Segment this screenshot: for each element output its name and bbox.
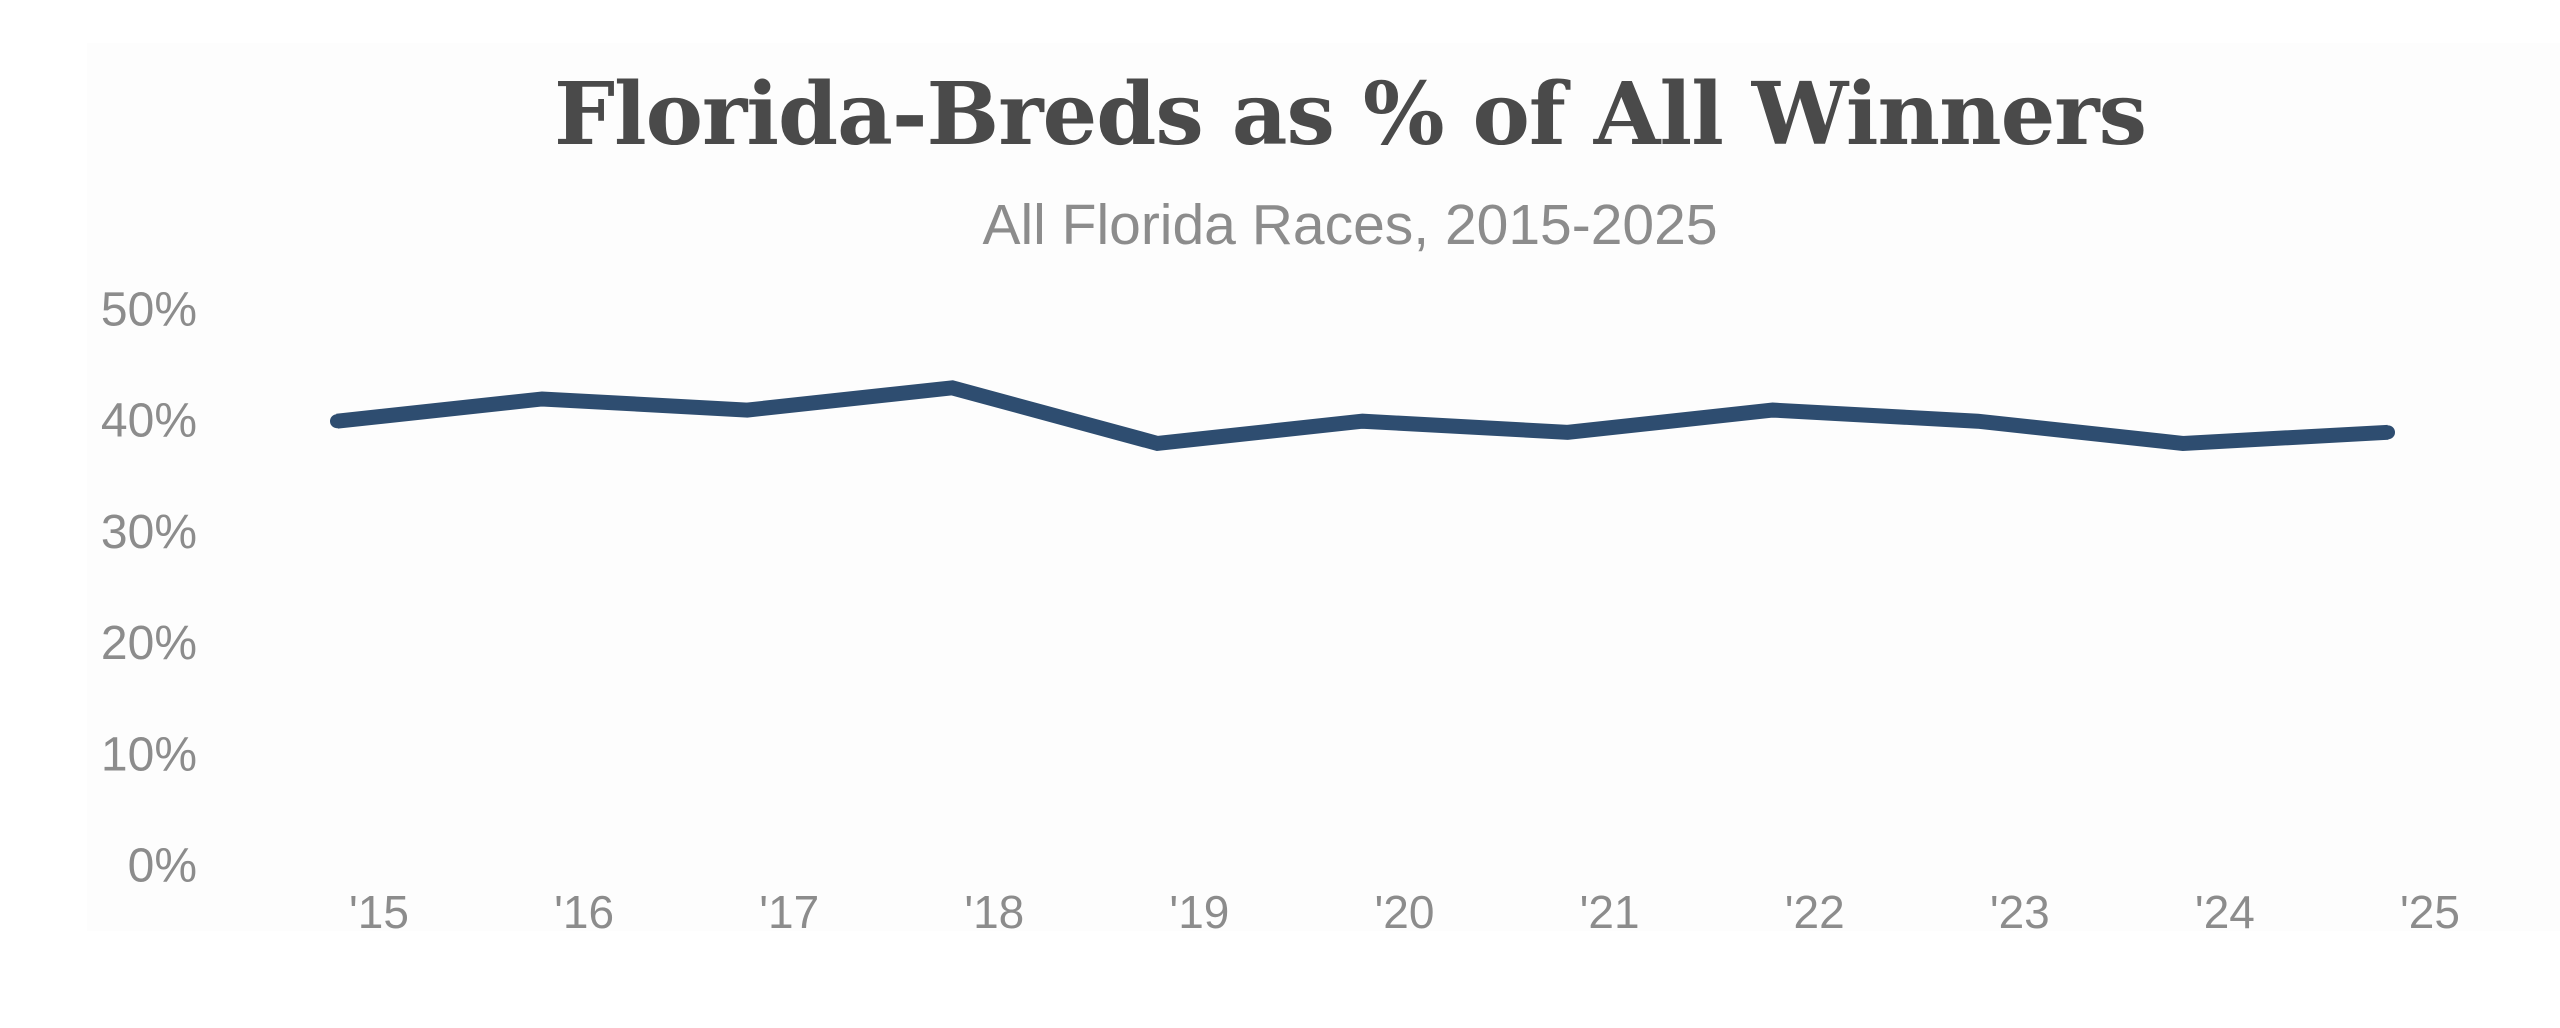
x-axis: '15 '16 '17 '18 '19 '20 '21 '22 '23 '24 '25	[349, 886, 2460, 938]
x-tick-label: '15	[349, 886, 409, 938]
x-tick-label: '25	[2400, 886, 2460, 938]
data-point	[945, 380, 960, 395]
data-point	[1355, 414, 1370, 429]
x-tick-label: '24	[2195, 886, 2255, 938]
data-point	[2175, 436, 2190, 451]
data-point	[535, 391, 550, 406]
y-tick-label: 30%	[101, 506, 197, 559]
x-tick-label: '20	[1375, 886, 1435, 938]
y-tick-label: 10%	[101, 728, 197, 781]
x-tick-label: '21	[1580, 886, 1640, 938]
x-tick-label: '16	[554, 886, 614, 938]
data-point	[1150, 436, 1165, 451]
data-point	[2381, 425, 2395, 440]
y-tick-label: 50%	[101, 284, 197, 337]
y-tick-label: 20%	[101, 617, 197, 670]
y-tick-label: 40%	[101, 395, 197, 448]
data-point	[740, 403, 755, 418]
series-group	[330, 380, 2395, 452]
x-tick-label: '17	[759, 886, 819, 938]
x-tick-label: '23	[1990, 886, 2050, 938]
y-axis: 0% 10% 20% 30% 40% 50%	[101, 284, 197, 893]
chart-background-panel	[87, 43, 2560, 931]
chart-subtitle: All Florida Races, 2015-2025	[982, 193, 1718, 257]
data-point	[1765, 403, 1780, 418]
x-tick-label: '19	[1169, 886, 1229, 938]
x-tick-label: '22	[1785, 886, 1845, 938]
data-point	[1560, 425, 1575, 440]
y-tick-label: 0%	[128, 840, 197, 893]
data-point	[1970, 414, 1985, 429]
chart-title: Florida-Breds as % of All Winners	[553, 64, 2147, 165]
x-tick-label: '18	[964, 886, 1024, 938]
data-point	[330, 414, 344, 429]
